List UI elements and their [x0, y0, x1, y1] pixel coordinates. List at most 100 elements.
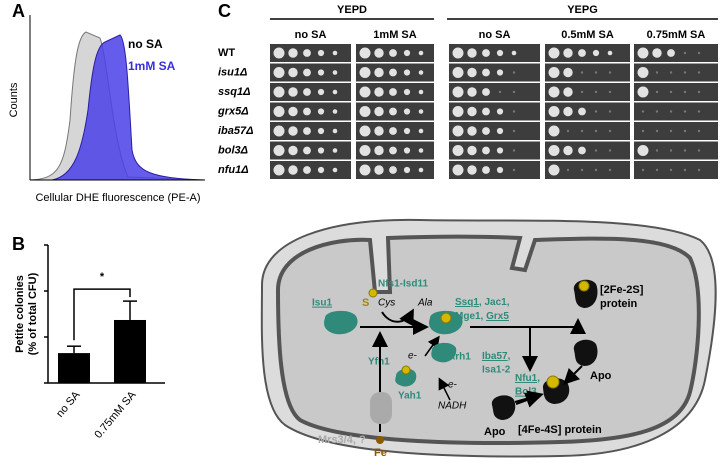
electron-label: e- — [448, 380, 458, 391]
mitochondrion-diagram: Isu1 Nfs1-Isd11 S Cys Ala Ssq1, Jac1, Mg… — [260, 218, 717, 459]
yeast-spot — [359, 67, 371, 78]
yeast-spot — [332, 167, 338, 173]
yeast-spot — [563, 67, 573, 78]
yeast-spot — [332, 50, 338, 56]
yeast-spot — [496, 69, 504, 76]
yeast-spot — [563, 48, 573, 58]
yeast-spot — [482, 107, 490, 116]
yeast-spot — [594, 149, 598, 152]
yeast-spot — [669, 168, 673, 172]
strain-label: grx5Δ — [217, 105, 249, 117]
yeast-spot — [669, 149, 673, 152]
yeast-spot — [273, 106, 285, 117]
yeast-spot — [697, 71, 701, 74]
strain-label: isu1Δ — [218, 66, 247, 78]
x-tick-label: no SA — [54, 389, 83, 420]
yeast-spot — [482, 146, 490, 155]
yeast-spot — [288, 145, 298, 156]
yeast-spot — [563, 106, 573, 117]
plate-strip — [545, 44, 630, 62]
yeast-spot — [452, 145, 464, 156]
yeast-spot — [496, 166, 504, 174]
condition-header: 1mM SA — [373, 29, 416, 41]
plate-strip — [545, 102, 630, 121]
protein-label: Bol3 — [515, 387, 537, 398]
yeast-spot — [548, 47, 560, 59]
yeast-spot — [317, 147, 325, 154]
molecule-label: NADH — [438, 401, 467, 412]
yeast-spot — [359, 106, 371, 117]
yeast-spot — [374, 48, 384, 58]
yeast-spot — [548, 86, 560, 98]
yeast-spot — [655, 110, 659, 113]
protein-label: Nfu1, — [515, 373, 540, 384]
yeast-spot — [389, 107, 397, 116]
yeast-spot — [655, 168, 659, 172]
yeast-spot — [389, 127, 397, 135]
protein-label: Iba57, — [482, 351, 511, 362]
yeast-spot — [669, 110, 673, 113]
yeast-spot — [403, 147, 411, 154]
yeast-spot — [467, 126, 477, 136]
yeast-spot — [496, 49, 504, 57]
yeast-spot — [548, 106, 560, 117]
yeast-spot — [566, 168, 570, 172]
yeast-spot — [697, 51, 701, 55]
yeast-spot — [359, 47, 371, 59]
yeast-spot — [548, 125, 560, 137]
yeast-spot — [512, 149, 516, 152]
yeast-spot — [641, 129, 645, 133]
yeast-spot — [359, 145, 371, 156]
yeast-spot — [594, 90, 598, 94]
spot-assay: YEPD YEPG no SA 1mM SA no SA 0.5mM SA 0.75mM S… — [217, 4, 718, 179]
yeast-spot — [359, 125, 371, 137]
yeast-spot — [332, 128, 338, 134]
yeast-spot — [303, 88, 311, 96]
yeast-spot — [594, 168, 598, 172]
yeast-spot — [332, 70, 338, 75]
yeast-spot — [332, 148, 338, 153]
yeast-spot — [317, 166, 325, 174]
strain-label: bol3Δ — [218, 144, 248, 156]
yeast-spot — [452, 125, 464, 137]
protein-label: Ssq1, Jac1, — [455, 297, 510, 308]
molecule-label: Ala — [417, 298, 433, 309]
yeast-spot — [683, 149, 687, 152]
yeast-spot — [683, 129, 687, 133]
yeast-spot — [594, 110, 598, 113]
yeast-spot — [697, 110, 701, 113]
yeast-spot — [608, 129, 612, 133]
yeast-spot — [608, 149, 612, 152]
yeast-spot — [273, 67, 285, 78]
yeast-spot — [288, 87, 298, 97]
yeast-spot — [594, 129, 598, 133]
protein-label: Mrs3/4, ? — [318, 434, 366, 446]
yeast-spot — [452, 86, 464, 98]
yeast-spot — [697, 149, 701, 152]
yeast-spot — [467, 145, 477, 156]
yeast-spot — [496, 147, 504, 154]
yeast-spot — [669, 71, 673, 74]
yeast-spot — [467, 67, 477, 78]
yeast-spot — [482, 166, 490, 174]
yeast-spot — [637, 67, 649, 78]
yeast-spot — [641, 110, 645, 113]
yeast-spot — [563, 145, 573, 156]
strain-label: ssq1Δ — [218, 86, 250, 98]
medium-header: YEPD — [337, 4, 367, 16]
condition-header: 0.5mM SA — [561, 29, 614, 41]
plate-strip — [545, 141, 630, 160]
yeast-spot — [389, 166, 397, 174]
plate-strip — [634, 102, 718, 121]
yeast-spot — [580, 90, 584, 94]
yeast-spot — [655, 129, 659, 133]
protein-label: [4Fe-4S] protein — [518, 424, 602, 436]
yeast-spot — [317, 69, 325, 76]
yeast-spot — [548, 67, 560, 78]
yeast-spot — [303, 49, 311, 57]
yeast-spot — [374, 165, 384, 175]
yeast-spot — [652, 48, 662, 58]
plate-strip — [634, 161, 718, 179]
yeast-spot — [512, 129, 516, 133]
yeast-spot — [273, 145, 285, 156]
